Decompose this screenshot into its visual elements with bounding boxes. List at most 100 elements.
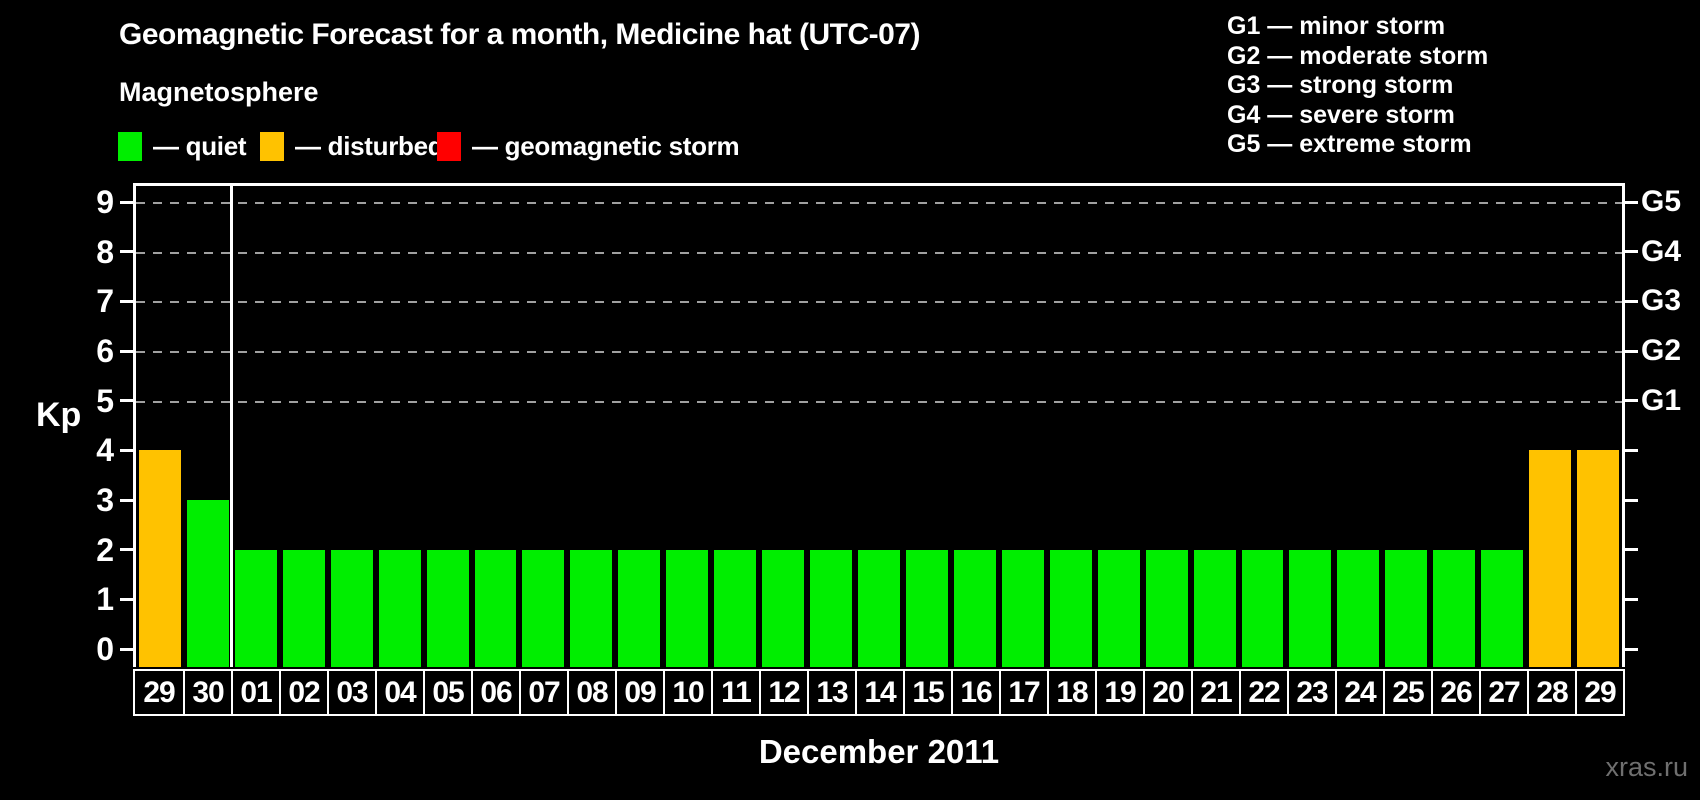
day-cell-02: 02 [279, 671, 327, 714]
right-axis-tick-0 [1625, 647, 1638, 651]
legend-label-quiet: — quiet [153, 130, 247, 161]
right-axis-tick-5 [1625, 399, 1638, 403]
day-cell-21: 21 [1191, 671, 1239, 714]
day-cell-13: 13 [807, 671, 855, 714]
day-cell-30-prev-month: 30 [183, 671, 231, 714]
ytick-label-7: 7 [96, 283, 114, 320]
bar-day-02 [282, 549, 325, 667]
bar-day-14 [858, 549, 900, 667]
gridline-kp9 [136, 202, 1622, 205]
bar-day-30-prev-month [186, 500, 229, 667]
right-axis-tick-6 [1625, 349, 1638, 353]
bar-day-26 [1433, 549, 1476, 667]
g-scale-legend-g1: G1 — minor storm [1227, 12, 1446, 40]
day-cell-01: 01 [231, 671, 279, 714]
g-scale-legend-g2: G2 — moderate storm [1227, 41, 1489, 70]
legend-label-storm: — geomagnetic storm [472, 130, 740, 161]
ytick-label-4: 4 [96, 432, 114, 469]
ytick-label-5: 5 [96, 382, 114, 419]
day-cell-24: 24 [1335, 671, 1383, 714]
plot-area [133, 183, 1625, 667]
bar-day-05 [426, 549, 469, 667]
g-axis-label-g1: G1 [1641, 383, 1682, 417]
bar-day-07 [522, 549, 565, 667]
legend-item-quiet: — quiet [118, 130, 247, 162]
bar-day-11 [714, 549, 757, 667]
legend-heading: Magnetosphere [119, 77, 319, 107]
day-cell-29: 29 [1575, 671, 1623, 714]
g-axis-label-g3: G3 [1641, 284, 1682, 318]
gridline-kp8 [136, 251, 1622, 254]
bar-day-25 [1385, 549, 1428, 667]
bar-day-18 [1049, 549, 1092, 667]
day-cell-26: 26 [1431, 671, 1479, 714]
bar-day-27 [1481, 549, 1524, 667]
day-label-row: 29 30 01 02 03 04 05 06 07 08 09 10 11 12 13 14 15 16 17 18… [133, 669, 1625, 716]
bar-day-29 [1577, 450, 1619, 667]
right-axis-tick-1 [1625, 597, 1638, 601]
left-axis-tick-6 [120, 349, 133, 353]
right-axis-tick-2 [1625, 548, 1638, 552]
legend-item-disturbed: — disturbed [260, 130, 444, 162]
left-axis-tick-5 [120, 399, 133, 403]
left-axis-tick-4 [120, 448, 133, 452]
day-cell-23: 23 [1287, 671, 1335, 714]
day-cell-16: 16 [951, 671, 999, 714]
bar-day-28 [1529, 450, 1572, 667]
legend-label-disturbed: — disturbed [295, 130, 444, 161]
bar-day-23 [1289, 549, 1332, 667]
right-axis-tick-4 [1625, 448, 1638, 452]
day-cell-19: 19 [1095, 671, 1143, 714]
g-scale-legend-g4: G4 — severe storm [1227, 100, 1455, 129]
bar-day-16 [953, 549, 996, 667]
bar-day-01 [234, 549, 277, 667]
bar-day-19 [1097, 549, 1140, 667]
day-cell-20: 20 [1143, 671, 1191, 714]
x-axis-label: December 2011 [758, 733, 1000, 770]
left-axis-tick-3 [120, 498, 133, 502]
day-cell-25: 25 [1383, 671, 1431, 714]
watermark: xras.ru [1605, 752, 1688, 782]
day-cell-27: 27 [1479, 671, 1527, 714]
day-cell-18: 18 [1047, 671, 1095, 714]
bar-day-17 [1001, 549, 1044, 667]
bar-day-20 [1145, 549, 1188, 667]
ytick-label-6: 6 [96, 333, 114, 370]
right-axis-tick-3 [1625, 498, 1638, 502]
bar-day-29-prev-month [139, 450, 181, 667]
ytick-label-8: 8 [96, 233, 114, 270]
day-cell-29-prev-month: 29 [143, 675, 175, 709]
g-axis-label-g5: G5 [1641, 185, 1682, 219]
g-scale-legend-g5: G5 — extreme storm [1227, 130, 1472, 158]
right-axis-tick-9 [1625, 200, 1638, 204]
day-cell-03: 03 [327, 671, 375, 714]
ytick-label-2: 2 [96, 531, 114, 568]
left-axis-tick-8 [120, 250, 133, 254]
bar-day-13 [810, 549, 853, 667]
bar-day-09 [618, 549, 661, 667]
day-cell-11: 11 [711, 671, 759, 714]
page-title: Geomagnetic Forecast for a month, Medici… [119, 18, 920, 51]
day-cell-05: 05 [423, 671, 471, 714]
g-axis-label-g2: G2 [1641, 334, 1682, 368]
day-cell-14: 14 [855, 671, 903, 714]
gridline-kp7 [136, 301, 1622, 304]
ytick-label-1: 1 [96, 581, 114, 618]
g-axis-label-g4: G4 [1641, 234, 1682, 268]
bar-day-22 [1241, 549, 1284, 667]
storm-color-swatch [437, 131, 461, 161]
bar-day-04 [378, 549, 421, 667]
g-scale-legend: G1 — minor storm G2 — moderate storm G3 … [1227, 12, 1488, 160]
bar-day-24 [1337, 549, 1380, 667]
gridline-kp5 [136, 400, 1622, 403]
left-axis-tick-7 [120, 299, 133, 303]
ytick-label-3: 3 [96, 482, 114, 519]
right-axis-tick-8 [1625, 250, 1638, 254]
left-axis-tick-2 [120, 548, 133, 552]
legend-item-storm: — geomagnetic storm [437, 130, 740, 162]
right-axis-tick-7 [1625, 299, 1638, 303]
bar-day-06 [474, 549, 517, 667]
y-axis-label: Kp [36, 396, 82, 434]
bar-day-12 [762, 549, 805, 667]
gridline-kp6 [136, 351, 1622, 354]
